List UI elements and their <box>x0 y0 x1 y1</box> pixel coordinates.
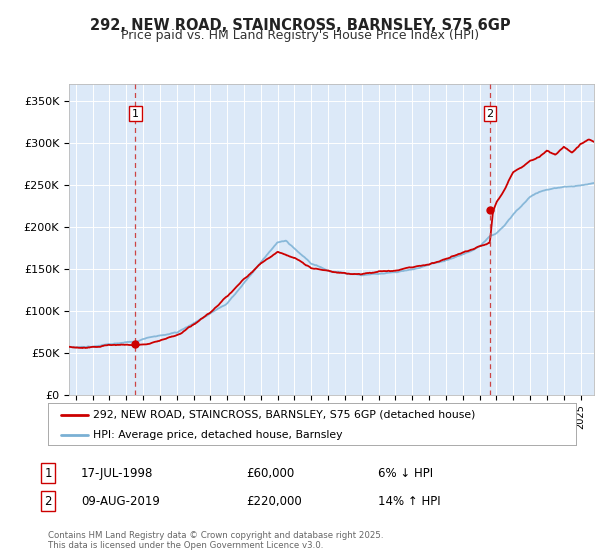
Text: 292, NEW ROAD, STAINCROSS, BARNSLEY, S75 6GP: 292, NEW ROAD, STAINCROSS, BARNSLEY, S75… <box>89 18 511 33</box>
Text: HPI: Average price, detached house, Barnsley: HPI: Average price, detached house, Barn… <box>93 430 343 440</box>
Text: 6% ↓ HPI: 6% ↓ HPI <box>378 466 433 480</box>
Text: 292, NEW ROAD, STAINCROSS, BARNSLEY, S75 6GP (detached house): 292, NEW ROAD, STAINCROSS, BARNSLEY, S75… <box>93 410 475 420</box>
Text: Price paid vs. HM Land Registry's House Price Index (HPI): Price paid vs. HM Land Registry's House … <box>121 29 479 42</box>
Text: 1: 1 <box>132 109 139 119</box>
Text: 17-JUL-1998: 17-JUL-1998 <box>81 466 154 480</box>
Text: 09-AUG-2019: 09-AUG-2019 <box>81 494 160 508</box>
Text: Contains HM Land Registry data © Crown copyright and database right 2025.
This d: Contains HM Land Registry data © Crown c… <box>48 531 383 550</box>
Text: 14% ↑ HPI: 14% ↑ HPI <box>378 494 440 508</box>
Text: 2: 2 <box>44 494 52 508</box>
Text: £220,000: £220,000 <box>246 494 302 508</box>
Text: 1: 1 <box>44 466 52 480</box>
Text: 2: 2 <box>486 109 493 119</box>
Text: £60,000: £60,000 <box>246 466 294 480</box>
